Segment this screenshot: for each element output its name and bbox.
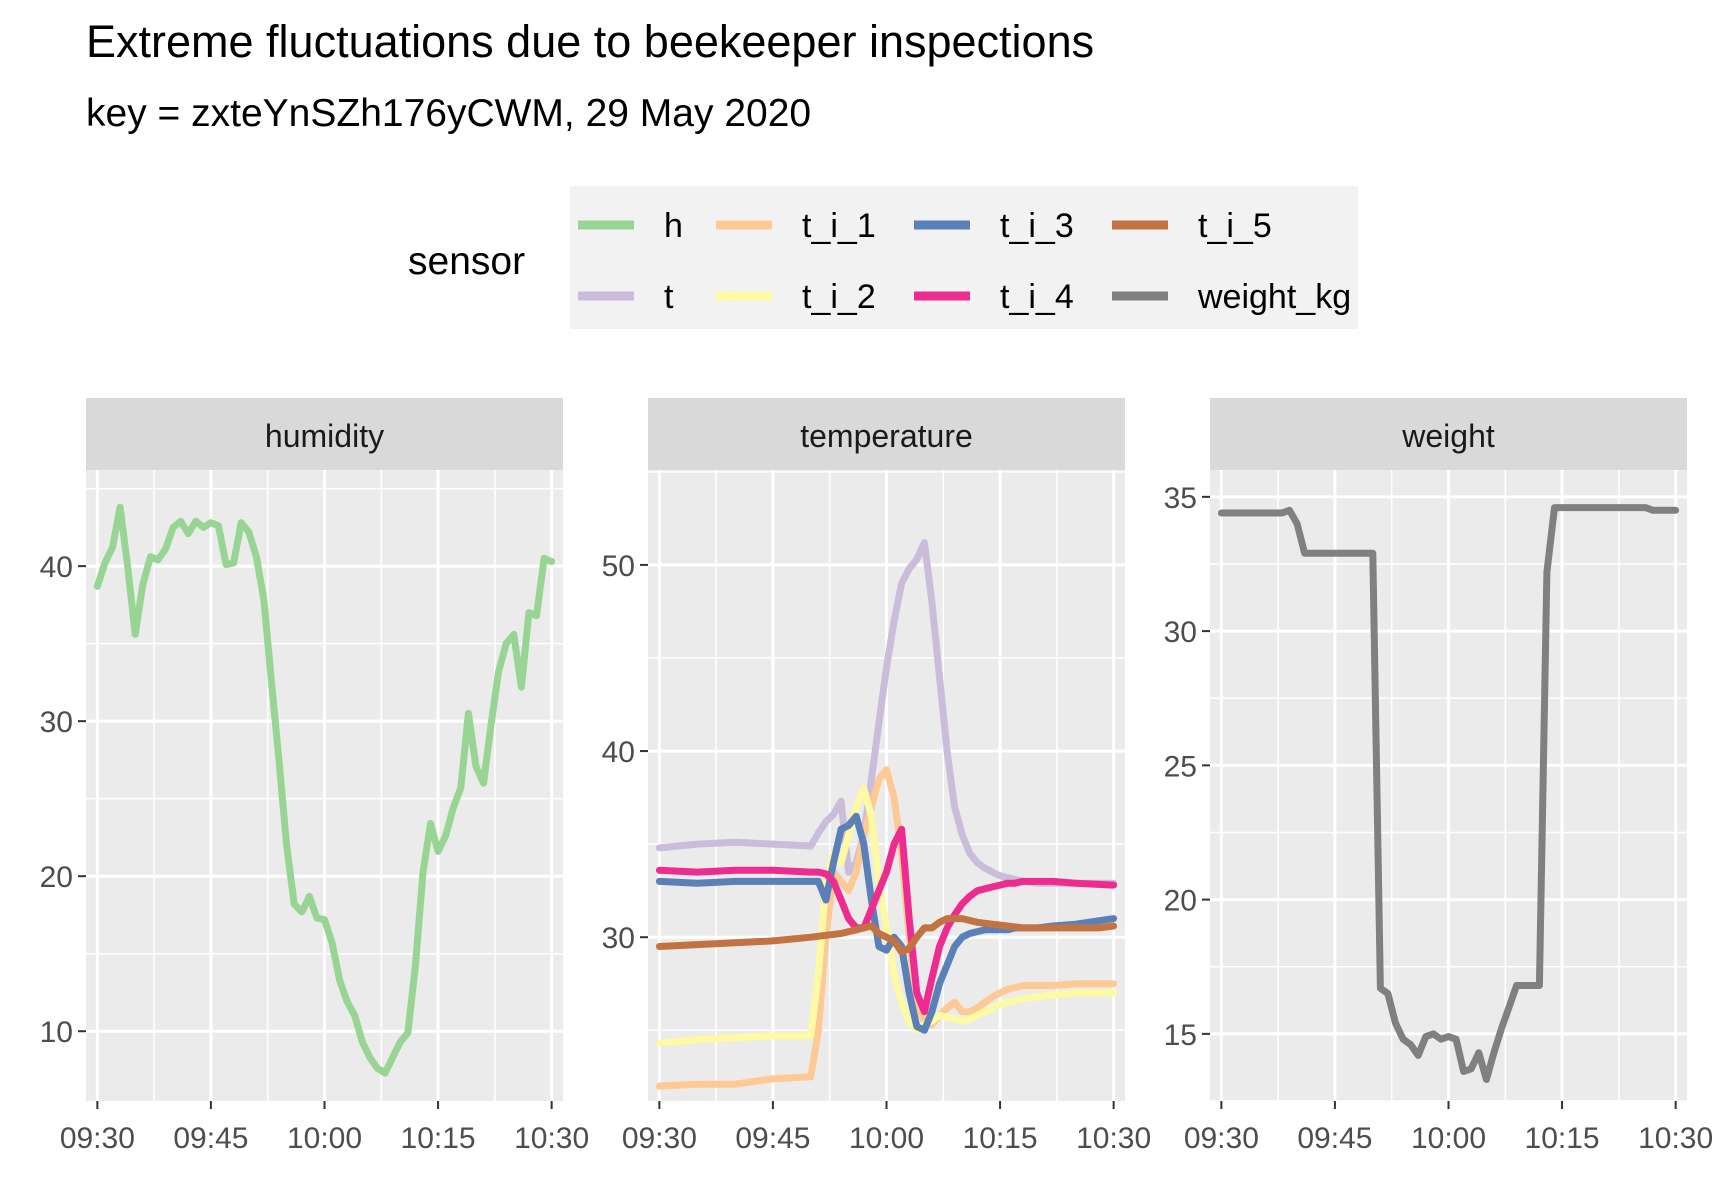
legend-item-t_i_3: t_i_3 bbox=[914, 207, 1074, 245]
y-tick-label: 30 bbox=[602, 922, 635, 955]
x-tick-label: 10:30 bbox=[514, 1122, 589, 1155]
strip-background bbox=[1210, 398, 1687, 470]
series-line-t_i_3 bbox=[655, 812, 1118, 1034]
legend-item-t_i_5: t_i_5 bbox=[1112, 207, 1272, 245]
x-tick-label: 10:15 bbox=[1525, 1122, 1600, 1155]
strip-label-temperature: temperature bbox=[800, 418, 973, 454]
y-tick-label: 40 bbox=[40, 551, 73, 584]
y-tick-label: 25 bbox=[1164, 750, 1197, 783]
series-line-weight_kg bbox=[1217, 504, 1680, 1083]
legend-item-h: h bbox=[578, 207, 683, 245]
y-tick-label: 20 bbox=[1164, 885, 1197, 918]
series-group bbox=[93, 503, 556, 1077]
y-tick-label: 10 bbox=[40, 1016, 73, 1049]
series-group bbox=[655, 539, 1118, 1090]
gridlines bbox=[86, 470, 563, 1101]
y-axis: 30 40 50 bbox=[602, 550, 648, 955]
panel-humidity: humidity 10 20 30 40 09:30 09:45 10:00 10:15 10:3… bbox=[40, 398, 589, 1155]
chart-subtitle: key = zxteYnSZh176yCWM, 29 May 2020 bbox=[86, 92, 812, 135]
x-tick-label: 09:30 bbox=[1184, 1122, 1259, 1155]
x-tick-label: 09:30 bbox=[60, 1122, 135, 1155]
legend-key-background bbox=[1104, 186, 1358, 329]
x-tick-label: 10:30 bbox=[1076, 1122, 1151, 1155]
facet-panels: humidity 10 20 30 40 09:30 09:45 10:00 10:15 10:3… bbox=[40, 398, 1712, 1155]
series-line-t bbox=[655, 539, 1118, 887]
strip-label-humidity: humidity bbox=[265, 418, 384, 454]
panel-weight: weight 15 20 25 30 35 09:30 09:45 10:00 10:15 10:3… bbox=[1164, 398, 1712, 1155]
legend-title: sensor bbox=[408, 240, 525, 283]
legend-label: t_i_4 bbox=[1000, 278, 1074, 316]
legend-label: t bbox=[664, 278, 674, 316]
x-tick-label: 10:15 bbox=[963, 1122, 1038, 1155]
series-line-t_i_5 bbox=[655, 915, 1118, 956]
y-tick-label: 15 bbox=[1164, 1019, 1197, 1052]
strip-background bbox=[648, 398, 1125, 470]
strip-label-weight: weight bbox=[1401, 418, 1495, 454]
legend-label: h bbox=[664, 207, 683, 245]
legend-item-t_i_1: t_i_1 bbox=[716, 207, 876, 245]
x-tick-label: 10:30 bbox=[1638, 1122, 1712, 1155]
legend-label: t_i_5 bbox=[1198, 207, 1272, 245]
y-tick-label: 50 bbox=[602, 550, 635, 583]
series-line-h bbox=[93, 503, 556, 1077]
y-axis: 10 20 30 40 bbox=[40, 551, 86, 1049]
y-axis: 15 20 25 30 35 bbox=[1164, 482, 1210, 1052]
legend-item-weight_kg: weight_kg bbox=[1112, 278, 1351, 316]
x-tick-label: 09:30 bbox=[622, 1122, 697, 1155]
x-tick-label: 10:00 bbox=[1411, 1122, 1486, 1155]
series-group bbox=[1217, 504, 1680, 1083]
strip-background bbox=[86, 398, 563, 470]
x-axis: 09:30 09:45 10:00 10:15 10:30 bbox=[622, 1101, 1151, 1155]
legend-label: t_i_3 bbox=[1000, 207, 1074, 245]
x-axis: 09:30 09:45 10:00 10:15 10:30 bbox=[1184, 1101, 1712, 1155]
chart-title: Extreme fluctuations due to beekeeper in… bbox=[86, 16, 1095, 67]
y-tick-label: 35 bbox=[1164, 482, 1197, 515]
legend-label: weight_kg bbox=[1197, 278, 1351, 316]
legend-item-t_i_2: t_i_2 bbox=[716, 278, 876, 316]
legend-key-background bbox=[906, 186, 1104, 329]
x-axis: 09:30 09:45 10:00 10:15 10:30 bbox=[60, 1101, 589, 1155]
legend-item-t: t bbox=[578, 278, 674, 316]
x-tick-label: 10:00 bbox=[287, 1122, 362, 1155]
y-tick-label: 30 bbox=[1164, 616, 1197, 649]
x-tick-label: 09:45 bbox=[173, 1122, 248, 1155]
legend-label: t_i_1 bbox=[802, 207, 876, 245]
legend-key-background bbox=[708, 186, 906, 329]
legend-key-background bbox=[570, 186, 708, 329]
y-tick-label: 30 bbox=[40, 706, 73, 739]
series-line-t_i_4 bbox=[655, 825, 1118, 1016]
panel-temperature: temperature 30 40 50 09:30 09:45 10:00 10:15 10:… bbox=[602, 398, 1151, 1155]
x-tick-label: 10:00 bbox=[849, 1122, 924, 1155]
x-tick-label: 09:45 bbox=[735, 1122, 810, 1155]
x-tick-label: 10:15 bbox=[401, 1122, 476, 1155]
x-tick-label: 09:45 bbox=[1297, 1122, 1372, 1155]
legend-item-t_i_4: t_i_4 bbox=[914, 278, 1074, 316]
y-tick-label: 40 bbox=[602, 736, 635, 769]
legend-label: t_i_2 bbox=[802, 278, 876, 316]
y-tick-label: 20 bbox=[40, 861, 73, 894]
legend: sensor ht t_i_1 t_i_2 t_i_3 t_i_4 t_i_5weight… bbox=[408, 186, 1358, 329]
